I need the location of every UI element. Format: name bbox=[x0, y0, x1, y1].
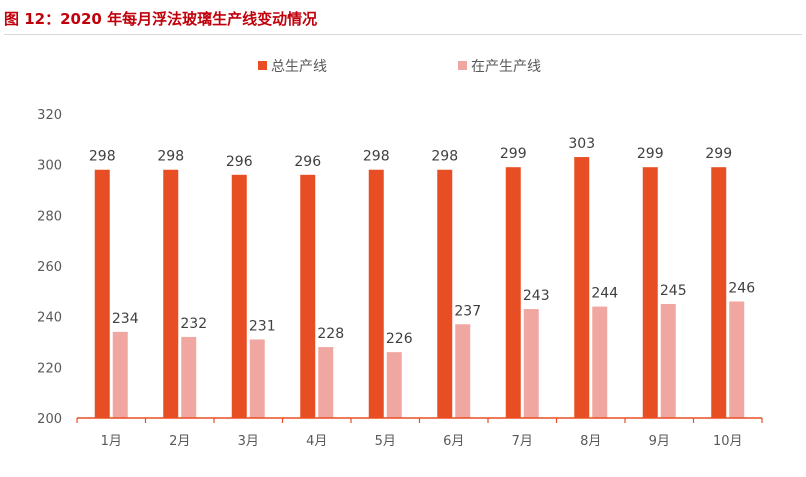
bar bbox=[249, 339, 265, 418]
y-axis: 200 220 240 260 280 300 320 bbox=[37, 108, 62, 427]
bar bbox=[94, 169, 110, 418]
bar bbox=[505, 167, 521, 418]
x-tick-label: 9月 bbox=[649, 434, 670, 449]
legend-label: 在产生产线 bbox=[471, 59, 541, 75]
data-label: 303 bbox=[568, 136, 595, 152]
data-label: 296 bbox=[226, 154, 253, 170]
x-axis: 1月 2月 3月 4月 5月 6月 7月 8月 9月 10月 bbox=[76, 417, 763, 449]
x-tick-label: 5月 bbox=[375, 434, 396, 449]
bar bbox=[455, 324, 471, 418]
data-label: 237 bbox=[454, 303, 481, 319]
legend-label: 总生产线 bbox=[271, 59, 327, 75]
data-label: 231 bbox=[249, 318, 276, 334]
bar bbox=[368, 169, 384, 418]
x-tick-label: 4月 bbox=[306, 434, 327, 449]
y-tick-label: 200 bbox=[37, 412, 62, 427]
bar bbox=[660, 304, 676, 418]
y-tick-label: 280 bbox=[37, 209, 62, 224]
bar bbox=[163, 169, 179, 418]
data-label: 245 bbox=[660, 283, 687, 299]
bar bbox=[729, 301, 745, 418]
data-label: 246 bbox=[728, 280, 755, 296]
data-label: 298 bbox=[431, 149, 458, 165]
bar bbox=[386, 352, 402, 418]
x-tick-label: 7月 bbox=[512, 434, 533, 449]
title-divider bbox=[4, 34, 802, 35]
data-label: 228 bbox=[317, 326, 344, 342]
y-tick-label: 300 bbox=[37, 159, 62, 174]
data-label: 298 bbox=[89, 149, 116, 165]
x-tick-label: 8月 bbox=[580, 434, 601, 449]
legend-swatch bbox=[258, 61, 267, 70]
data-label: 296 bbox=[294, 154, 321, 170]
bar bbox=[231, 174, 247, 418]
bar bbox=[300, 174, 316, 418]
y-tick-label: 260 bbox=[37, 260, 62, 275]
bar bbox=[592, 306, 608, 418]
legend-swatch bbox=[458, 61, 467, 70]
bar-group: 298 234 298 232 296 231 296 228 298 226 298 237 299 2… bbox=[89, 136, 755, 419]
y-tick-label: 220 bbox=[37, 361, 62, 376]
x-tick-label: 10月 bbox=[713, 434, 743, 449]
data-label: 299 bbox=[500, 146, 527, 162]
bar bbox=[181, 336, 197, 418]
y-tick-label: 240 bbox=[37, 311, 62, 326]
x-tick-label: 3月 bbox=[238, 434, 259, 449]
data-label: 299 bbox=[637, 146, 664, 162]
y-tick-label: 320 bbox=[37, 108, 62, 123]
bar bbox=[574, 157, 590, 419]
bar bbox=[318, 347, 334, 418]
data-label: 244 bbox=[591, 286, 618, 302]
data-label: 226 bbox=[386, 331, 413, 347]
data-label: 232 bbox=[180, 316, 207, 332]
data-label: 298 bbox=[157, 149, 184, 165]
bar bbox=[711, 167, 727, 418]
x-tick-label: 2月 bbox=[169, 434, 190, 449]
bar bbox=[437, 169, 453, 418]
x-tick-label: 6月 bbox=[443, 434, 464, 449]
data-label: 299 bbox=[705, 146, 732, 162]
bar bbox=[642, 167, 658, 418]
data-label: 243 bbox=[523, 288, 550, 304]
legend: 总生产线 在产生产线 bbox=[258, 59, 541, 75]
data-label: 298 bbox=[363, 149, 390, 165]
figure-title: 图 12：2020 年每月浮法玻璃生产线变动情况 bbox=[4, 10, 318, 28]
x-tick-label: 1月 bbox=[101, 434, 122, 449]
bar bbox=[112, 331, 128, 418]
data-label: 234 bbox=[112, 311, 139, 327]
bar bbox=[523, 309, 539, 418]
